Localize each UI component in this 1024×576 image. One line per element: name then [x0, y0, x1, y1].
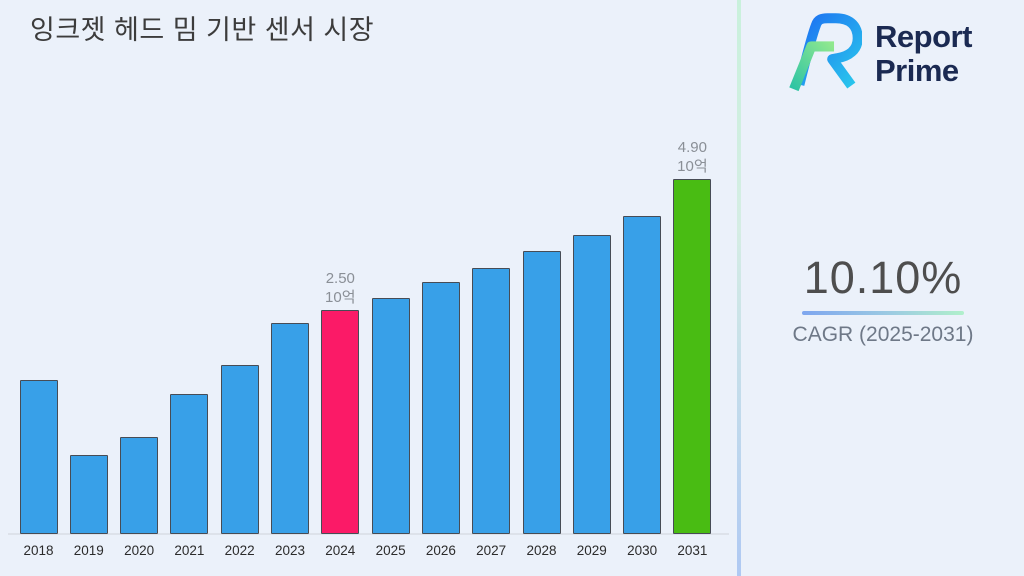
- data-label-unit: 10억: [325, 289, 356, 306]
- x-tick-2029: 2029: [576, 543, 607, 558]
- brand-name-line2: Prime: [875, 52, 959, 88]
- bar-2024: [321, 310, 360, 534]
- bar-2026: [421, 282, 460, 534]
- x-tick-2023: 2023: [274, 543, 306, 558]
- x-tick-2018: 2018: [23, 543, 54, 558]
- x-tick-2022: 2022: [224, 543, 255, 558]
- data-label-2031: 4.90 10억: [656, 138, 728, 176]
- bar-2029: [572, 235, 611, 534]
- bar-2022: [220, 365, 259, 534]
- data-label-2024: 2.50 10억: [304, 269, 376, 307]
- bar-2020: [120, 437, 159, 534]
- bar-2027: [472, 268, 511, 534]
- cagr-underline: [802, 311, 964, 315]
- data-label-unit: 10억: [677, 158, 708, 175]
- x-tick-2028: 2028: [526, 543, 557, 558]
- cagr-value: 10.10%: [803, 252, 963, 303]
- x-tick-2027: 2027: [476, 543, 507, 558]
- x-tick-2026: 2026: [425, 543, 456, 558]
- x-axis-line: [8, 533, 729, 535]
- brand-name: Report Prime: [875, 18, 972, 88]
- data-label-value: 4.90: [677, 139, 707, 156]
- bar-2030: [623, 216, 662, 534]
- bar-2019: [69, 455, 108, 534]
- x-tick-2031: 2031: [677, 543, 708, 558]
- x-tick-2025: 2025: [375, 543, 406, 558]
- x-tick-2020: 2020: [124, 543, 155, 558]
- report-prime-logo-icon: [786, 10, 863, 97]
- chart-title: 잉크젯 헤드 밈 기반 센서 시장: [30, 15, 375, 45]
- bar-2021: [170, 394, 209, 534]
- x-tick-2019: 2019: [73, 543, 104, 558]
- data-label-value: 2.50: [325, 270, 355, 287]
- bar-2018: [19, 380, 58, 534]
- bar-chart: 잉크젯 헤드 밈 기반 센서 시장 2018 2019 2020 2021 2022 20…: [8, 15, 729, 558]
- bar-2023: [271, 323, 309, 534]
- cagr-label: CAGR (2025-2031): [792, 323, 974, 346]
- cagr-panel: 10.10% CAGR (2025-2031): [742, 252, 1024, 347]
- x-tick-2021: 2021: [174, 543, 205, 558]
- x-tick-2024: 2024: [325, 543, 356, 558]
- vertical-divider: [737, 0, 741, 576]
- brand-name-line1: Report: [875, 18, 972, 54]
- bar-2025: [371, 298, 410, 534]
- bar-2031: [673, 179, 712, 534]
- x-tick-2030: 2030: [627, 543, 658, 558]
- brand-logo: Report Prime: [786, 10, 972, 97]
- bar-2028: [522, 251, 561, 534]
